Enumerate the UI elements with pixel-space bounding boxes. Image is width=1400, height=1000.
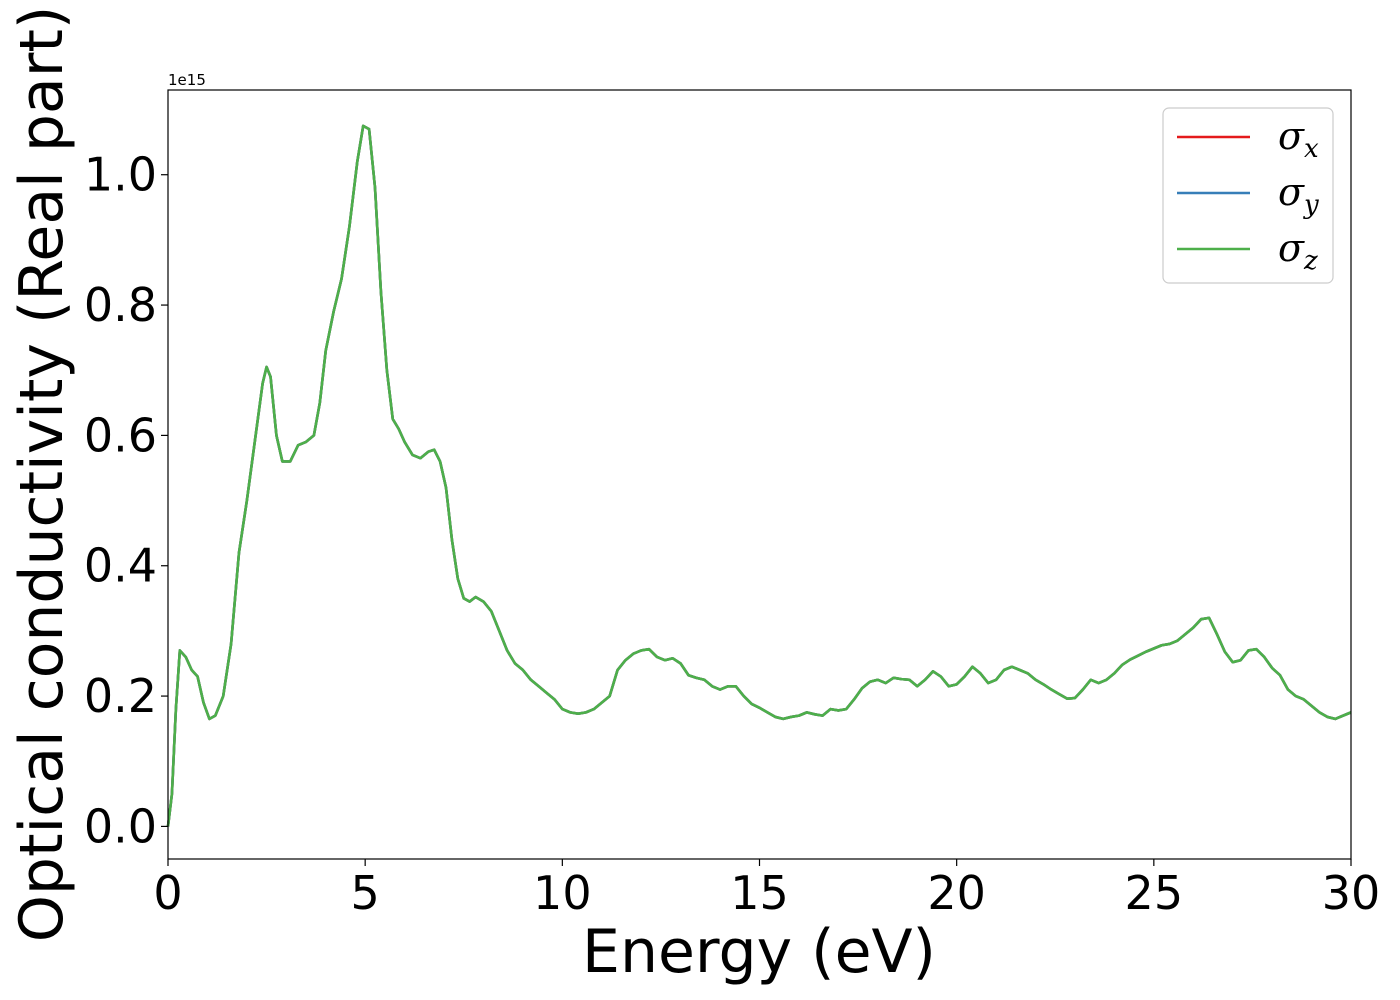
x-axis-title: Energy (eV)	[582, 917, 936, 987]
series-line-z	[166, 124, 1352, 827]
legend-subscript: y	[1303, 190, 1319, 220]
y-tick-label: 1.0	[84, 148, 157, 202]
legend-box	[1162, 107, 1334, 284]
plot-area	[168, 90, 1351, 859]
x-tick-label: 5	[351, 866, 380, 920]
x-tick-label: 10	[533, 866, 592, 920]
legend-subscript: z	[1303, 246, 1318, 276]
legend-subscript: x	[1304, 134, 1319, 164]
y-tick-label: 0.2	[84, 669, 157, 723]
x-tick-label: 20	[927, 866, 986, 920]
y-axis: 0.0 0.2 0.4 0.6 0.8 1.0	[84, 148, 168, 853]
series-group	[166, 124, 1352, 827]
y-axis-title: Optical conductivity (Real part)	[7, 6, 77, 943]
x-tick-label: 15	[730, 866, 789, 920]
y-offset-label: 1e15	[168, 71, 206, 89]
y-tick-label: 0.8	[84, 278, 157, 332]
y-tick-label: 0.4	[84, 539, 157, 593]
x-tick-label: 0	[153, 866, 182, 920]
x-tick-label: 25	[1125, 866, 1184, 920]
y-tick-label: 0.6	[84, 408, 157, 462]
x-axis: 0 5 10 15 20 25 30	[153, 859, 1380, 920]
x-tick-label: 30	[1322, 866, 1381, 920]
y-tick-label: 0.0	[84, 799, 157, 853]
